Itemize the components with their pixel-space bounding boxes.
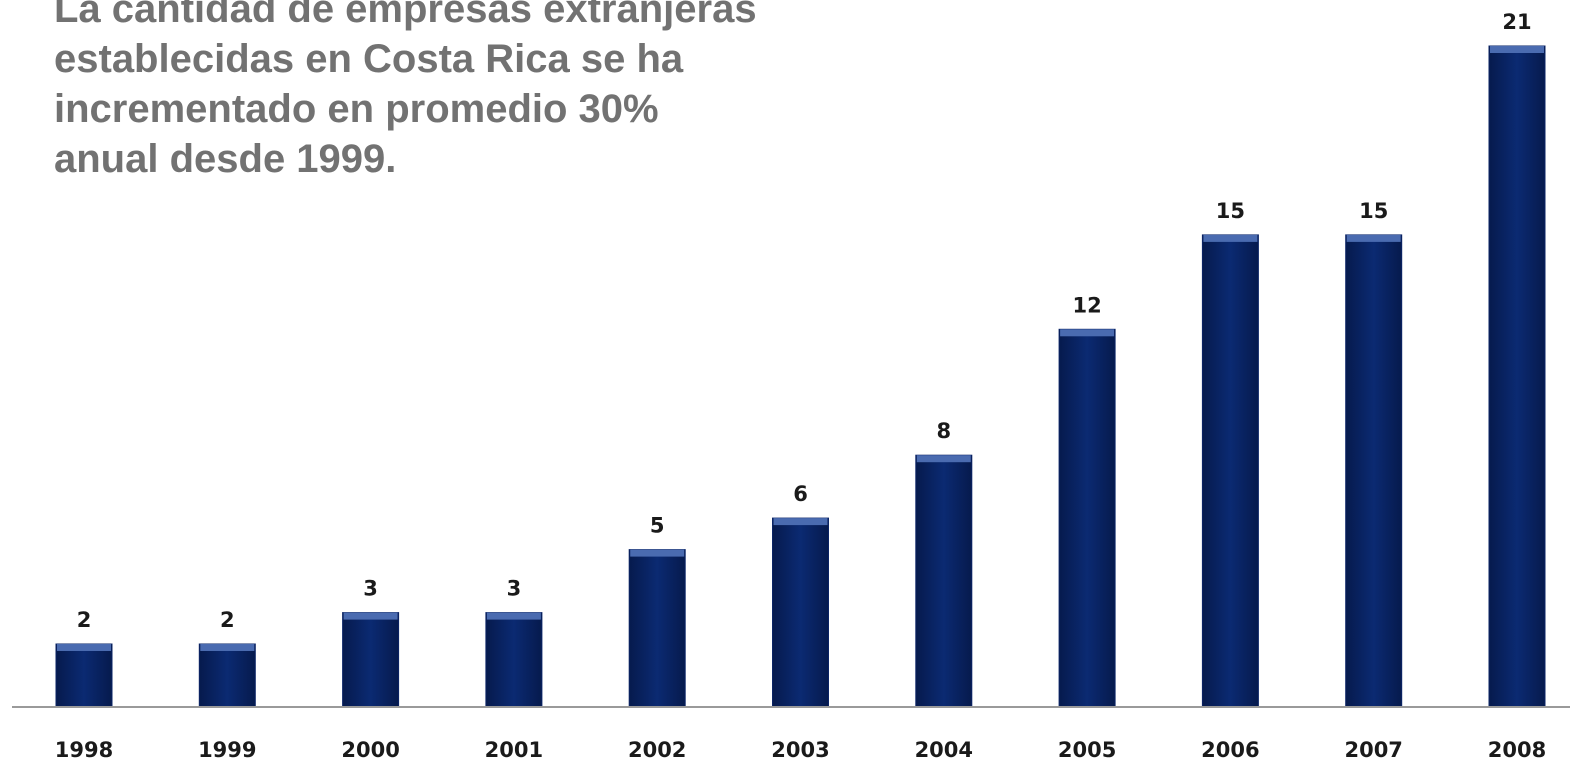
- headline-line-1: La cantidad de empresas extranjeras: [54, 0, 757, 31]
- bar-2005: [1058, 328, 1116, 708]
- bar-2007: [1345, 234, 1403, 708]
- category-label-2003: 2003: [771, 738, 829, 762]
- bar-highlight-2005: [1060, 329, 1115, 337]
- bar-1998: [55, 643, 113, 708]
- value-label-2008: 21: [1502, 10, 1531, 34]
- bars-group: [55, 45, 1546, 708]
- bar-highlight-2001: [486, 612, 541, 620]
- value-label-2006: 15: [1216, 199, 1245, 223]
- bar-highlight-2004: [916, 455, 971, 463]
- category-label-2000: 2000: [341, 738, 399, 762]
- bar-highlight-2006: [1203, 234, 1258, 242]
- value-label-2007: 15: [1359, 199, 1388, 223]
- value-label-2001: 3: [507, 577, 522, 601]
- bar-2003: [772, 517, 829, 708]
- bar-highlight-2003: [773, 518, 828, 526]
- value-label-1999: 2: [220, 608, 235, 632]
- bar-2008: [1488, 45, 1546, 708]
- bar-2004: [915, 454, 973, 708]
- category-label-1999: 1999: [198, 738, 256, 762]
- category-label-2005: 2005: [1058, 738, 1116, 762]
- headline-text: La cantidad de empresas extranjeras esta…: [54, 0, 834, 184]
- headline-line-4: anual desde 1999.: [54, 137, 397, 181]
- category-label-2006: 2006: [1201, 738, 1259, 762]
- bar-highlight-2002: [630, 549, 685, 557]
- labels-group: 2 1998 2 1999 3 2000 3 2001 5 2002 6 2003 8 2004 12 200…: [55, 10, 1546, 762]
- value-label-2002: 5: [650, 514, 665, 538]
- bar-2002: [628, 549, 686, 708]
- headline-line-2: establecidas en Costa Rica se ha: [54, 37, 684, 81]
- bar-highlight-2007: [1346, 234, 1401, 242]
- bar-highlight-1998: [57, 644, 111, 651]
- headline-line-3: incrementado en promedio 30%: [54, 87, 659, 131]
- value-label-2004: 8: [936, 419, 951, 443]
- bar-2000: [342, 612, 400, 708]
- value-label-2000: 3: [363, 577, 378, 601]
- category-label-1998: 1998: [55, 738, 113, 762]
- category-label-2007: 2007: [1344, 738, 1402, 762]
- bar-highlight-1999: [200, 644, 255, 651]
- category-label-2004: 2004: [915, 738, 973, 762]
- bar-2001: [485, 612, 543, 708]
- category-label-2001: 2001: [485, 738, 543, 762]
- bar-1999: [198, 643, 256, 708]
- value-label-2003: 6: [793, 482, 808, 506]
- bar-2006: [1201, 234, 1259, 708]
- value-label-2005: 12: [1072, 293, 1101, 317]
- category-label-2008: 2008: [1488, 738, 1546, 762]
- bar-highlight-2000: [343, 612, 398, 620]
- category-label-2002: 2002: [628, 738, 686, 762]
- bar-highlight-2008: [1490, 46, 1544, 53]
- value-label-1998: 2: [77, 608, 92, 632]
